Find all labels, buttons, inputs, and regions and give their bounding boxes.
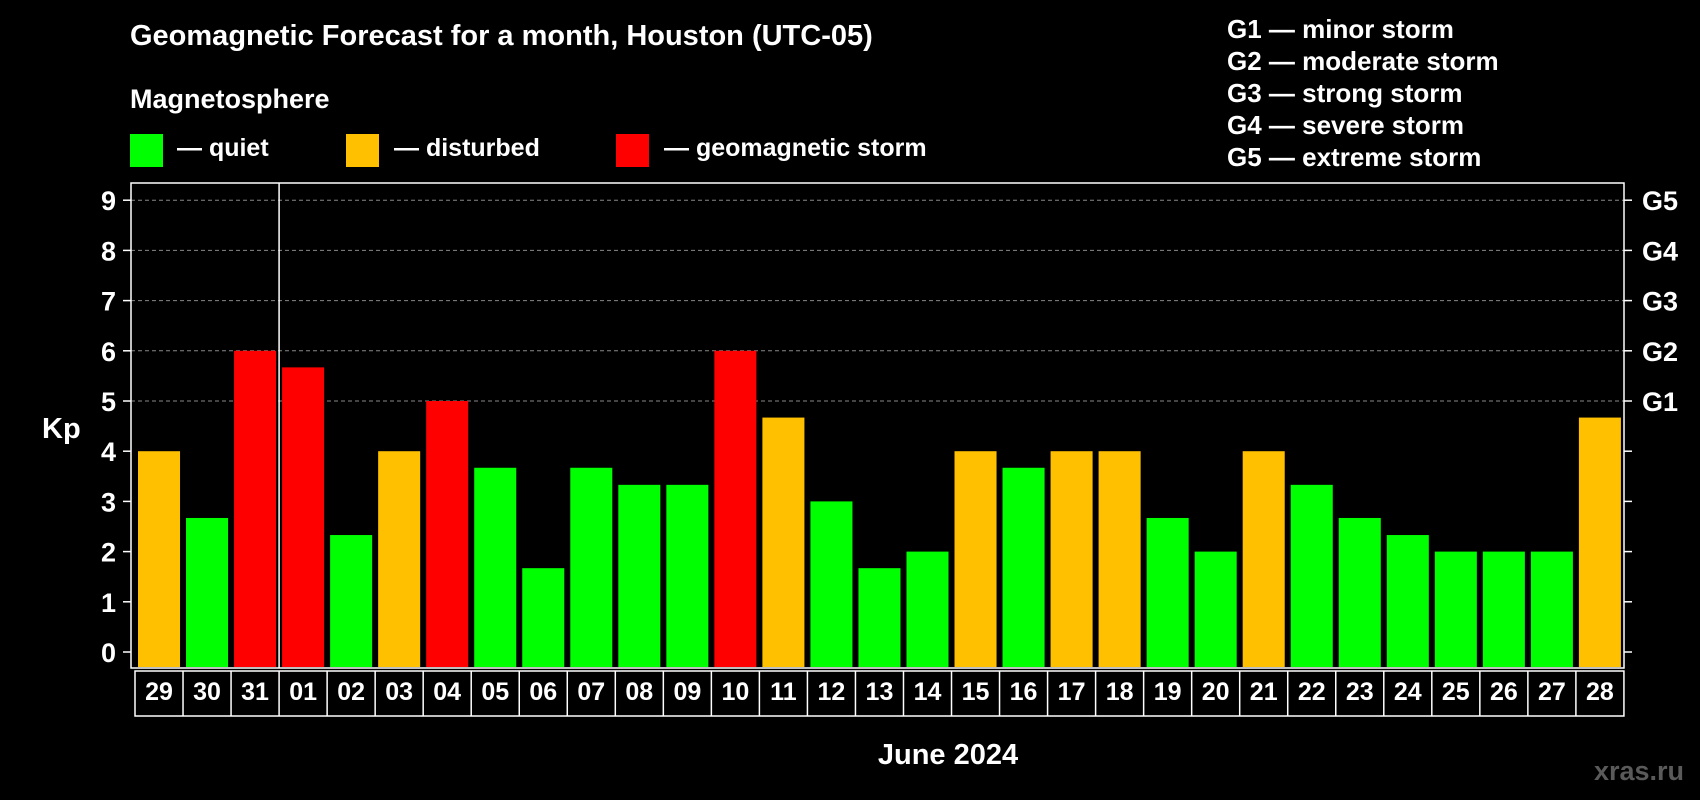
y-tick-label-5: 5 [101,387,116,417]
right-axis-label-G1: G1 [1642,387,1678,417]
bar-12 [810,501,853,667]
watermark: xras.ru [1593,756,1684,786]
x-tick-label-10: 10 [721,678,749,706]
x-tick-label-29: 29 [145,678,173,706]
bar-02 [330,535,373,667]
x-tick-label-27: 27 [1538,678,1566,706]
x-tick-label-16: 16 [1010,678,1038,706]
legend-swatch-disturbed [346,134,379,167]
legend-heading: Magnetosphere [130,84,330,114]
legend-label-storm: — geomagnetic storm [664,134,927,162]
x-tick-label-20: 20 [1202,678,1230,706]
x-tick-label-21: 21 [1250,678,1278,706]
x-tick-label-25: 25 [1442,678,1470,706]
x-tick-label-26: 26 [1490,678,1518,706]
x-tick-label-23: 23 [1346,678,1374,706]
y-tick-label-1: 1 [101,588,116,618]
bar-27 [1530,551,1573,667]
bar-19 [1146,517,1189,667]
x-tick-label-12: 12 [818,678,846,706]
storm-level-g4: G4 — severe storm [1227,110,1465,140]
x-tick-label-24: 24 [1394,678,1422,706]
y-tick-label-6: 6 [101,337,116,367]
y-tick-label-4: 4 [101,437,116,467]
x-axis-label: June 2024 [878,739,1018,771]
bar-25 [1434,551,1477,667]
bar-26 [1482,551,1525,667]
bar-05 [474,467,517,667]
legend-swatch-storm [616,134,649,167]
bar-14 [906,551,949,667]
bar-11 [762,417,805,667]
x-tick-label-03: 03 [385,678,413,706]
y-tick-label-9: 9 [101,186,116,216]
x-tick-label-04: 04 [433,678,461,706]
x-tick-label-08: 08 [625,678,653,706]
bar-06 [522,568,565,667]
bar-16 [1002,467,1045,667]
x-tick-label-09: 09 [673,678,701,706]
bar-09 [666,484,709,667]
x-tick-label-14: 14 [914,678,942,706]
bar-21 [1242,451,1285,667]
x-tick-label-31: 31 [241,678,269,706]
x-tick-label-05: 05 [481,678,509,706]
legend-swatch-quiet [130,134,163,167]
x-tick-label-01: 01 [289,678,317,706]
bar-28 [1578,417,1621,667]
right-axis-label-G3: G3 [1642,287,1678,317]
storm-level-g2: G2 — moderate storm [1227,46,1499,76]
x-tick-label-06: 06 [529,678,557,706]
y-axis-label: Kp [42,413,81,445]
bar-30 [186,517,229,667]
y-tick-label-0: 0 [101,638,116,668]
x-tick-label-15: 15 [962,678,990,706]
storm-level-g1: G1 — minor storm [1227,14,1454,44]
plot-frame [130,182,1625,669]
x-tick-label-02: 02 [337,678,365,706]
chart-title: Geomagnetic Forecast for a month, Housto… [130,20,873,52]
category-box-frame [134,670,1625,717]
y-tick-label-2: 2 [101,538,116,568]
bar-23 [1338,517,1381,667]
bar-04 [426,401,469,667]
bar-20 [1194,551,1237,667]
bar-07 [570,467,613,667]
legend-label-quiet: — quiet [177,134,269,162]
storm-level-g3: G3 — strong storm [1227,78,1463,108]
bar-08 [618,484,661,667]
y-tick-label-8: 8 [101,236,116,266]
storm-level-g5: G5 — extreme storm [1227,142,1482,172]
legend-label-disturbed: — disturbed [394,134,540,162]
bar-01 [282,367,325,667]
x-tick-label-07: 07 [577,678,605,706]
x-tick-label-18: 18 [1106,678,1134,706]
x-tick-label-19: 19 [1154,678,1182,706]
x-tick-label-28: 28 [1586,678,1614,706]
bar-13 [858,568,901,667]
x-tick-label-22: 22 [1298,678,1326,706]
bar-22 [1290,484,1333,667]
right-axis-label-G5: G5 [1642,186,1678,216]
bar-15 [954,451,997,667]
bar-03 [378,451,421,667]
x-tick-label-13: 13 [866,678,894,706]
x-tick-label-17: 17 [1058,678,1086,706]
x-tick-label-11: 11 [770,678,797,706]
bar-17 [1050,451,1093,667]
bar-31 [234,350,277,667]
y-tick-label-7: 7 [101,287,116,317]
y-tick-label-3: 3 [101,487,116,517]
bar-29 [138,451,181,667]
x-tick-label-30: 30 [193,678,221,706]
bar-18 [1098,451,1141,667]
bar-24 [1386,535,1429,667]
right-axis-label-G4: G4 [1642,236,1678,266]
bar-10 [714,350,757,667]
right-axis-label-G2: G2 [1642,337,1678,367]
